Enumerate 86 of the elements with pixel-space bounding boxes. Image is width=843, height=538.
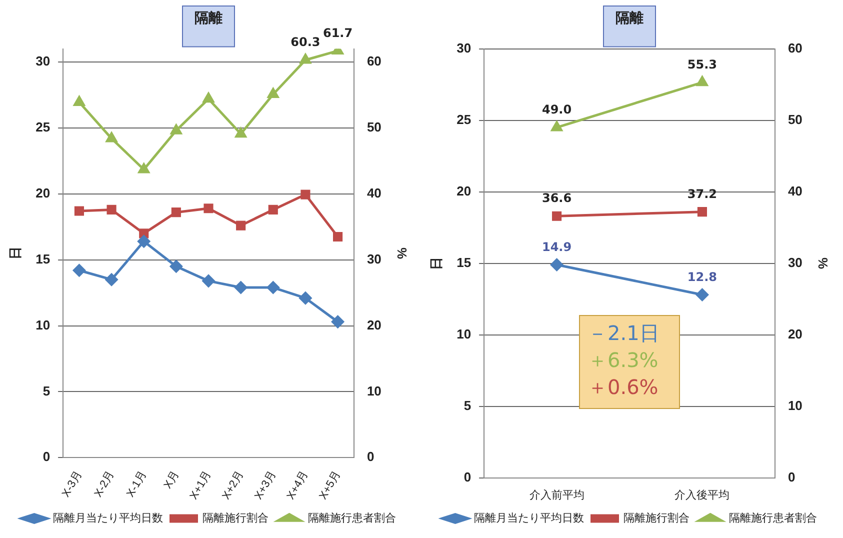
point xyxy=(74,96,85,106)
legend-label: 隔離施行患者割合 xyxy=(308,512,396,525)
y-axis-title: 日 xyxy=(7,246,22,260)
y-axis-title: 日 xyxy=(428,256,444,270)
point xyxy=(106,204,116,214)
point xyxy=(300,190,310,200)
data-label: 61.7 xyxy=(322,26,353,40)
point xyxy=(299,292,312,304)
point xyxy=(170,260,182,273)
legend-label: 隔離月当たり平均日数 xyxy=(474,512,584,525)
x-tick-label: 介入後平均 xyxy=(674,488,730,502)
annotation: ＋6.3% xyxy=(588,348,658,372)
y-tick-label: 20 xyxy=(36,185,50,200)
annotation: －2.1日 xyxy=(588,321,660,346)
point xyxy=(552,211,562,221)
point xyxy=(204,204,214,214)
data-label: 55.3 xyxy=(687,58,718,72)
y-tick-label: 30 xyxy=(36,54,50,69)
x-tick-label: X月 xyxy=(162,468,182,491)
y2-tick-label: 60 xyxy=(366,54,382,69)
data-label: 14.9 xyxy=(542,240,572,254)
point xyxy=(696,76,708,86)
point xyxy=(138,163,150,174)
y-tick-label: 25 xyxy=(456,112,472,127)
y2-tick-label: 30 xyxy=(366,251,382,266)
point xyxy=(551,121,562,132)
y-tick-label: 15 xyxy=(456,254,472,270)
point xyxy=(202,92,214,103)
point xyxy=(236,220,246,230)
y2-tick-label: 40 xyxy=(788,183,802,198)
y2-tick-label: 40 xyxy=(366,185,382,200)
point xyxy=(266,281,280,294)
legend-label: 隔離施行患者割合 xyxy=(728,512,817,525)
point xyxy=(235,128,246,138)
y-tick-label: 30 xyxy=(456,40,472,56)
point xyxy=(74,206,84,216)
legend-label: 隔離施行割合 xyxy=(202,512,268,525)
data-label: 49.0 xyxy=(542,102,572,117)
point xyxy=(300,54,312,64)
y-tick-label: 10 xyxy=(36,317,50,332)
point xyxy=(171,208,181,218)
y2-tick-label: 50 xyxy=(788,112,802,127)
y-tick-label: 10 xyxy=(456,326,472,342)
y-tick-label: 20 xyxy=(456,183,472,198)
point xyxy=(332,232,343,242)
y-tick-label: 15 xyxy=(36,251,50,266)
point xyxy=(139,228,149,238)
y-tick-label: 5 xyxy=(42,383,50,398)
y-tick-label: 5 xyxy=(464,398,472,413)
x-tick-label: X-2月 xyxy=(92,468,117,500)
point xyxy=(234,281,248,294)
data-label: 60.3 xyxy=(290,35,320,50)
point xyxy=(138,235,150,248)
y2-tick-label: 0 xyxy=(788,469,796,484)
data-label: 12.8 xyxy=(687,270,718,284)
y-tick-label: 0 xyxy=(42,449,50,464)
point xyxy=(72,264,86,277)
point xyxy=(105,273,118,286)
y2-tick-label: 0 xyxy=(366,449,374,464)
y2-tick-label: 20 xyxy=(366,317,382,332)
annotation: ＋0.6% xyxy=(588,375,658,400)
point xyxy=(697,207,708,217)
data-label: 36.6 xyxy=(542,191,572,206)
y2-tick-label: 10 xyxy=(788,398,802,413)
y2-tick-label: 50 xyxy=(366,120,382,135)
legend-label: 隔離月当たり平均日数 xyxy=(52,512,163,525)
x-tick-label: 介入前平均 xyxy=(529,488,584,502)
y2-axis-title: % xyxy=(394,247,410,260)
point xyxy=(170,124,182,134)
y2-tick-label: 10 xyxy=(366,383,382,398)
x-tick-label: X-3月 xyxy=(60,468,84,500)
y-tick-label: 0 xyxy=(464,469,472,484)
point xyxy=(202,274,215,288)
y2-tick-label: 20 xyxy=(788,326,802,342)
legend-label: 隔離施行割合 xyxy=(623,512,690,525)
point xyxy=(106,132,118,142)
chart-title: 隔離 xyxy=(616,9,644,26)
y2-tick-label: 30 xyxy=(788,254,802,270)
y-tick-label: 25 xyxy=(36,120,50,135)
point xyxy=(268,88,279,98)
point xyxy=(332,316,344,328)
point xyxy=(268,204,278,214)
chart-title: 隔離 xyxy=(194,9,222,26)
y2-tick-label: 60 xyxy=(788,40,802,56)
x-tick-label: X-1月 xyxy=(124,468,150,500)
y2-axis-title: % xyxy=(816,258,831,270)
